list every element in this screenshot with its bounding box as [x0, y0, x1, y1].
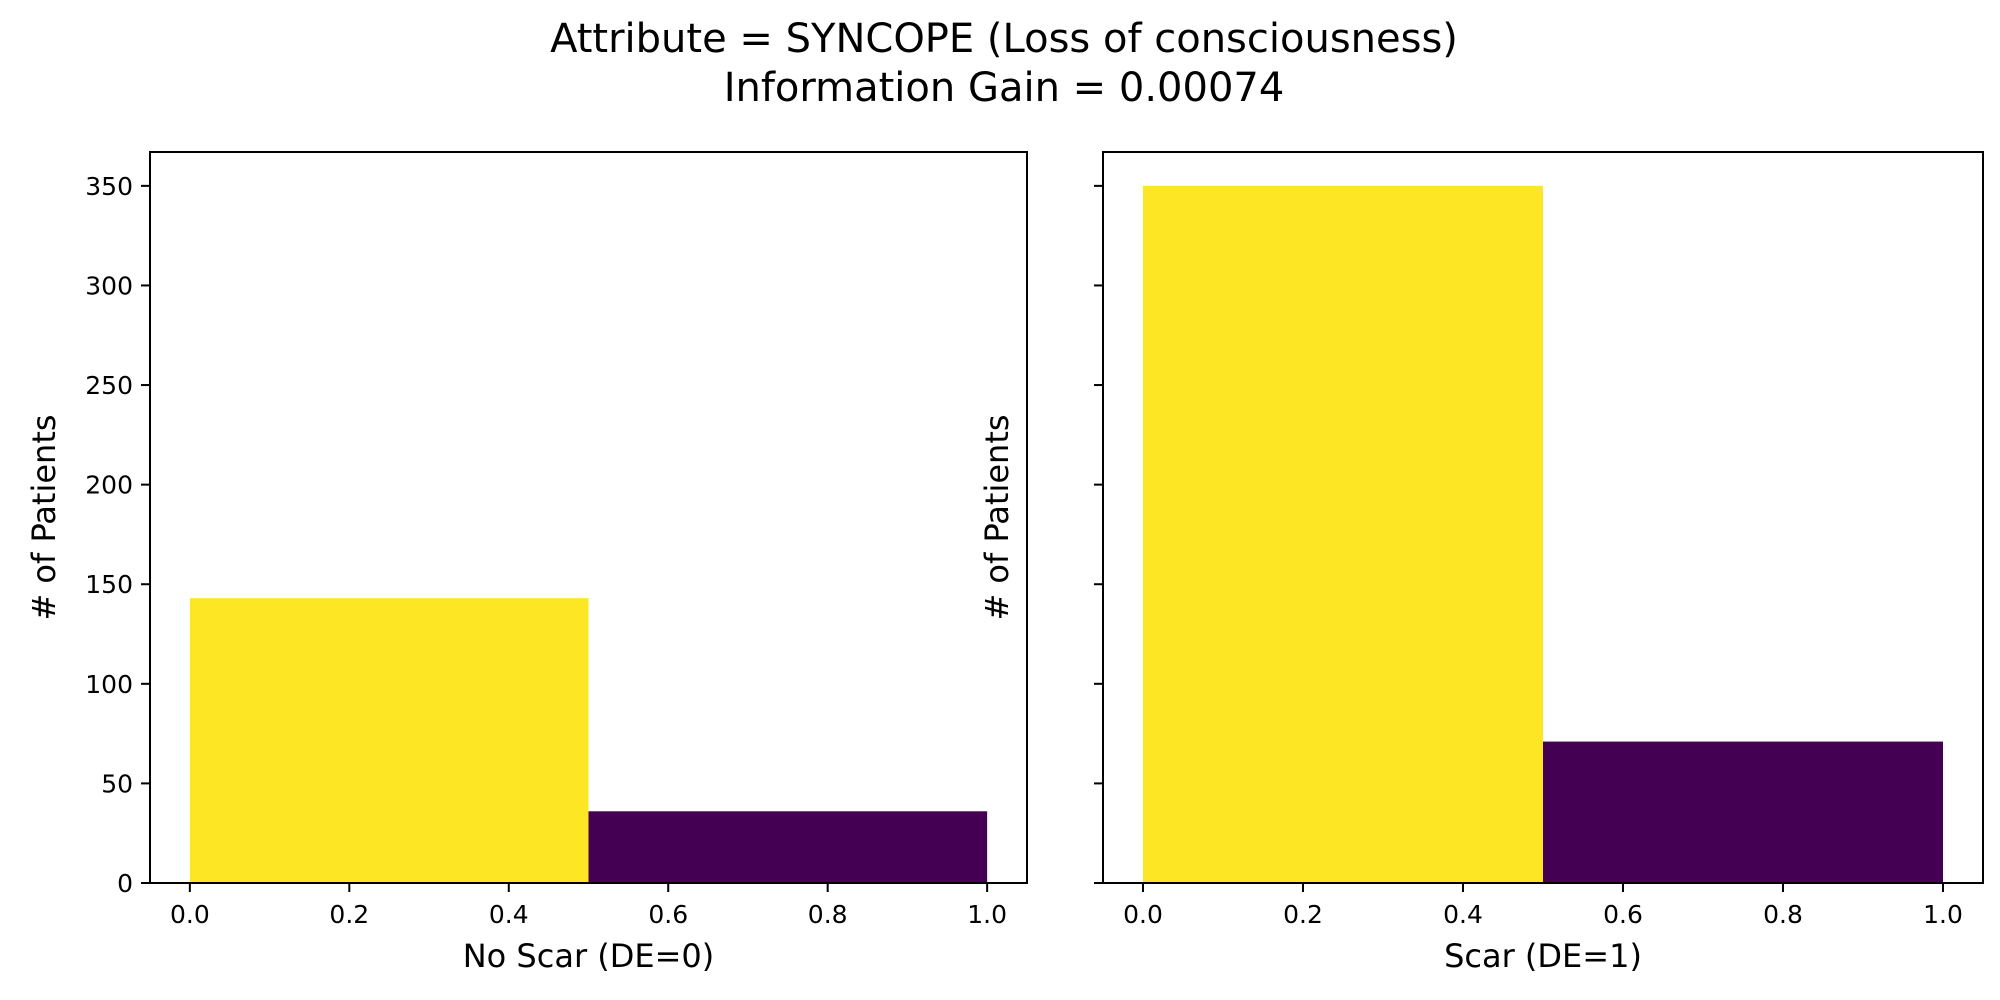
- x-tick-label: 0.6: [648, 900, 688, 929]
- x-tick-label: 0.0: [1123, 900, 1163, 929]
- y-tick-label: 250: [85, 371, 133, 400]
- x-tick-label: 0.0: [170, 900, 210, 929]
- y-tick-label: 100: [85, 670, 133, 699]
- x-tick-label: 1.0: [1923, 900, 1963, 929]
- y-tick-label: 200: [85, 471, 133, 500]
- x-tick-label: 0.2: [329, 900, 369, 929]
- y-axis-label: # of Patients: [25, 414, 63, 620]
- y-tick-label: 150: [85, 570, 133, 599]
- y-axis-label: # of Patients: [978, 414, 1016, 620]
- plot-frame: [149, 151, 1028, 884]
- right-subplot: 0.0 0.2 0.4 0.6 0.8 1.0 Scar (DE=1) # of Patien…: [978, 151, 1984, 975]
- figure-title-line1: Attribute = SYNCOPE (Loss of consciousne…: [550, 16, 1458, 62]
- bar-high: [588, 811, 988, 883]
- plot-frame: [1102, 151, 1984, 884]
- bar-low: [189, 598, 589, 883]
- y-tick-label: 350: [85, 172, 133, 201]
- x-axis-label: Scar (DE=1): [1444, 937, 1642, 975]
- x-axis-label: No Scar (DE=0): [463, 937, 715, 975]
- bar-low: [1143, 185, 1543, 884]
- x-tick-label: 0.2: [1283, 900, 1323, 929]
- x-tick-label: 0.4: [489, 900, 529, 929]
- x-tick-label: 1.0: [967, 900, 1007, 929]
- y-tick-label: 50: [101, 769, 133, 798]
- x-tick-label: 0.4: [1443, 900, 1483, 929]
- bar-high: [1543, 741, 1943, 883]
- left-subplot: 0.0 0.2 0.4 0.6 0.8 1.0 0 50 100 150 200 250 300 350 N…: [25, 151, 1028, 975]
- x-tick-label: 0.6: [1603, 900, 1643, 929]
- y-tick-label: 300: [85, 271, 133, 300]
- x-tick-label: 0.8: [808, 900, 848, 929]
- y-tick-label: 0: [117, 869, 133, 898]
- x-tick-label: 0.8: [1763, 900, 1803, 929]
- figure-title-line2: Information Gain = 0.00074: [724, 65, 1285, 111]
